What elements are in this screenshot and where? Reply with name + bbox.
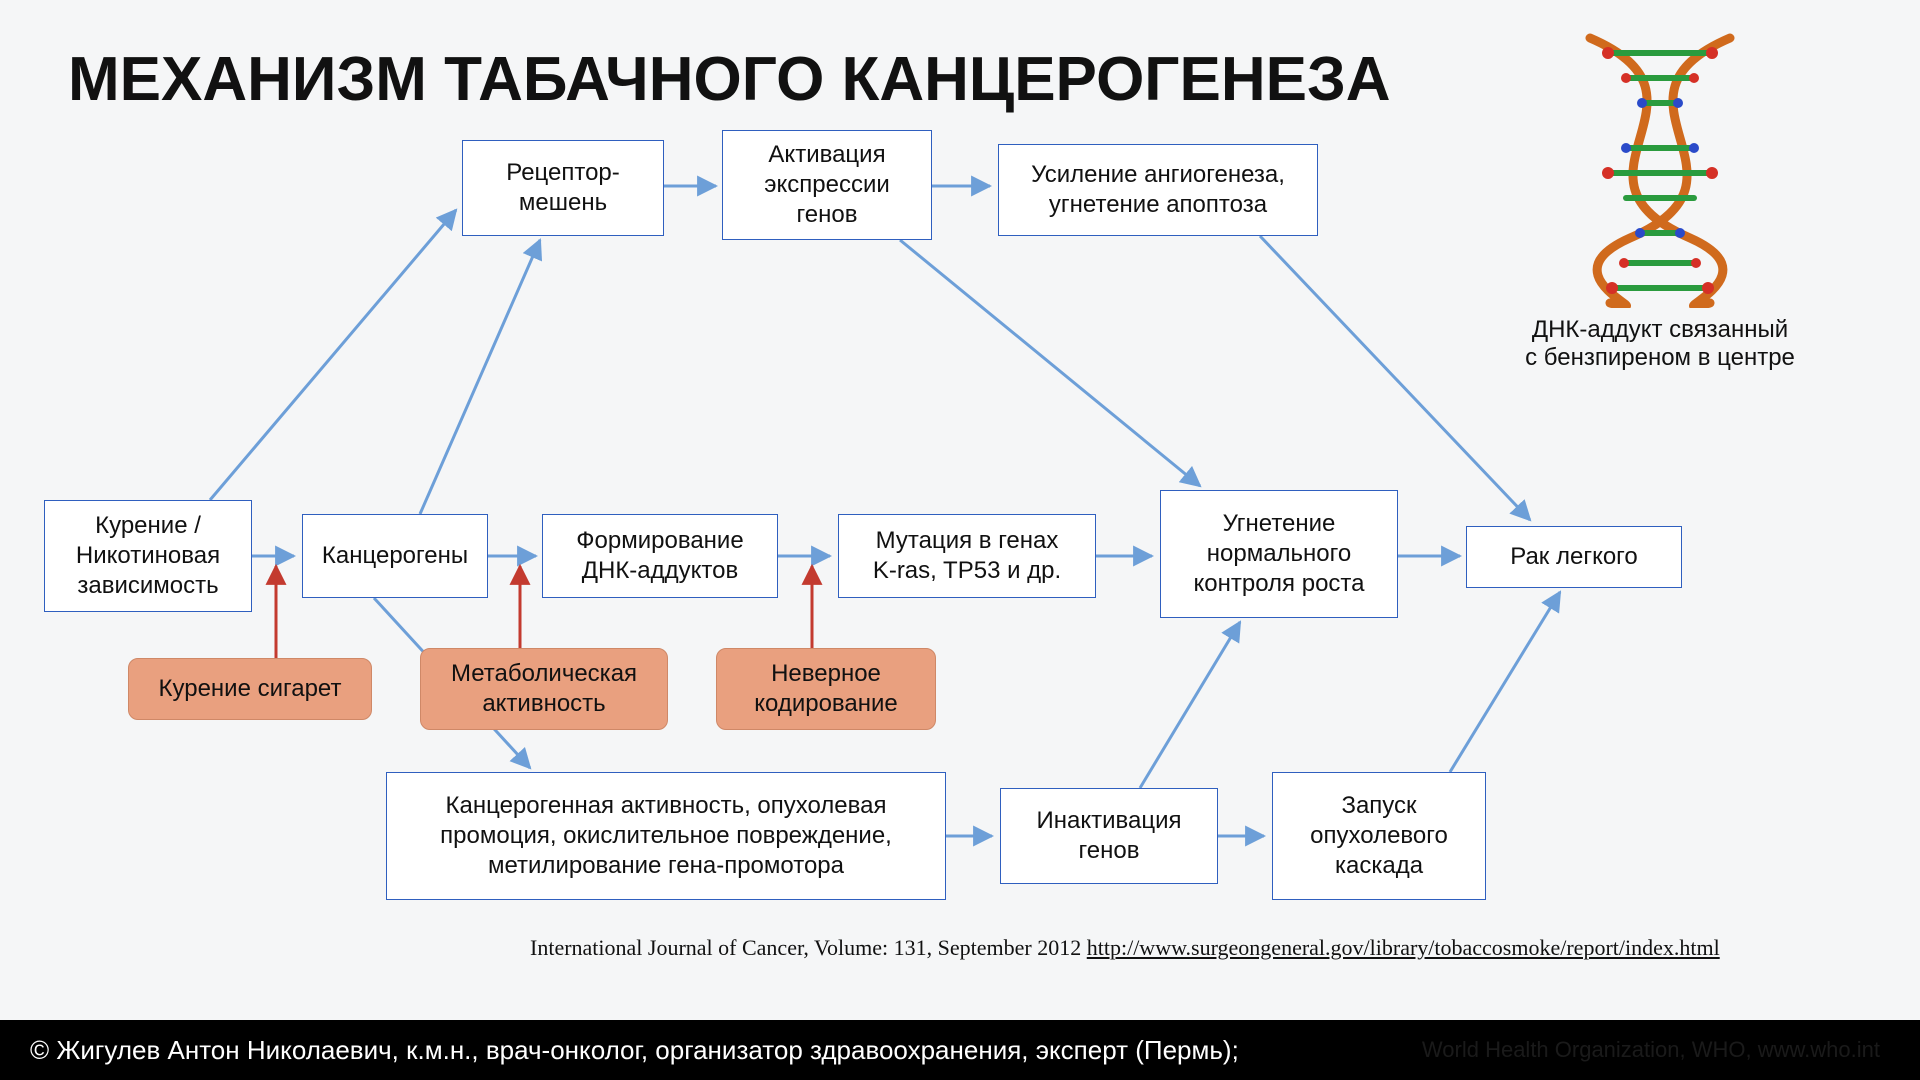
node-mutation: Мутация в генах K-ras, TP53 и др. xyxy=(838,514,1096,598)
node-carcactivity: Канцерогенная активность, опухолевая про… xyxy=(386,772,946,900)
node-miscode: Неверное кодирование xyxy=(716,648,936,730)
node-receptor: Рецептор- мешень xyxy=(462,140,664,236)
dna-helix-icon xyxy=(1530,28,1790,308)
citation-link[interactable]: http://www.surgeongeneral.gov/library/to… xyxy=(1087,935,1720,960)
citation-text: International Journal of Cancer, Volume:… xyxy=(530,935,1087,960)
node-cascade: Запуск опухолевого каскада xyxy=(1272,772,1486,900)
node-inactivation: Инактивация генов xyxy=(1000,788,1218,884)
node-adducts: Формирование ДНК-аддуктов xyxy=(542,514,778,598)
footer-bar: © Жигулев Антон Николаевич, к.м.н., врач… xyxy=(0,1020,1920,1080)
node-metab: Метаболическая активность xyxy=(420,648,668,730)
citation: International Journal of Cancer, Volume:… xyxy=(530,935,1720,961)
edge-carcinogens-to-receptor xyxy=(420,240,540,514)
node-suppression: Угнетение нормального контроля роста xyxy=(1160,490,1398,618)
edge-cascade-to-cancer xyxy=(1450,592,1560,772)
slide-title: МЕХАНИЗМ ТАБАЧНОГО КАНЦЕРОГЕНЕЗА xyxy=(68,44,1391,115)
edge-smoking-to-receptor xyxy=(210,210,456,500)
footer-ghost: World Health Organization, WHO, www.who.… xyxy=(1422,1037,1880,1063)
slide: МЕХАНИЗМ ТАБАЧНОГО КАНЦЕРОГЕНЕЗА Курение… xyxy=(0,0,1920,1080)
node-activation: Активация экспрессии генов xyxy=(722,130,932,240)
node-cancer: Рак легкого xyxy=(1466,526,1682,588)
node-smoking: Курение / Никотиновая зависимость xyxy=(44,500,252,612)
edge-inactivation-to-suppression xyxy=(1140,622,1240,788)
footer-author: © Жигулев Антон Николаевич, к.м.н., врач… xyxy=(30,1035,1239,1066)
node-carcinogens: Канцерогены xyxy=(302,514,488,598)
node-cigs: Курение сигарет xyxy=(128,658,372,720)
edge-activation-to-suppression xyxy=(900,240,1200,486)
dna-caption: ДНК-аддукт связанный с бензпиреном в цен… xyxy=(1470,316,1850,372)
dna-figure: ДНК-аддукт связанный с бензпиреном в цен… xyxy=(1470,28,1850,372)
node-angiogenesis: Усиление ангиогенеза, угнетение апоптоза xyxy=(998,144,1318,236)
